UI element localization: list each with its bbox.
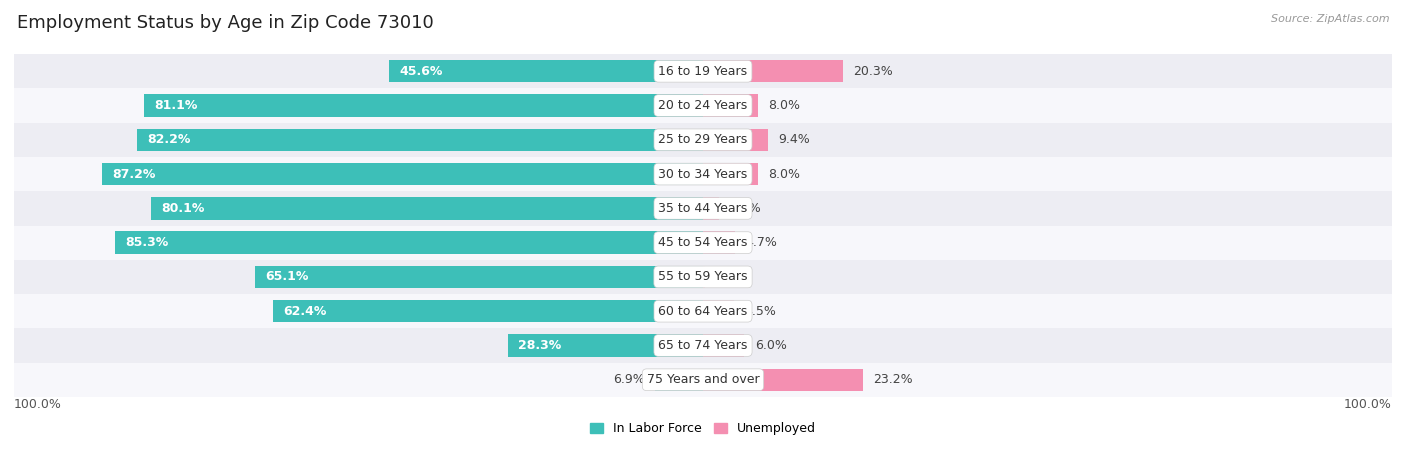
Bar <box>703 129 768 151</box>
Text: Employment Status by Age in Zip Code 73010: Employment Status by Age in Zip Code 730… <box>17 14 433 32</box>
Text: Source: ZipAtlas.com: Source: ZipAtlas.com <box>1271 14 1389 23</box>
Bar <box>703 334 744 357</box>
Bar <box>273 300 703 322</box>
Bar <box>703 231 735 254</box>
Text: 4.7%: 4.7% <box>745 236 778 249</box>
Text: 28.3%: 28.3% <box>519 339 561 352</box>
Bar <box>14 363 1392 397</box>
Bar <box>703 94 758 117</box>
Bar <box>136 129 703 151</box>
Bar <box>14 157 1392 191</box>
Bar <box>14 260 1392 294</box>
Bar <box>14 88 1392 123</box>
Bar <box>14 328 1392 363</box>
Bar <box>508 334 703 357</box>
Text: 62.4%: 62.4% <box>284 305 326 318</box>
Text: 81.1%: 81.1% <box>155 99 198 112</box>
Bar <box>14 54 1392 88</box>
Text: 16 to 19 Years: 16 to 19 Years <box>658 65 748 78</box>
Text: 100.0%: 100.0% <box>14 398 62 411</box>
Text: 65 to 74 Years: 65 to 74 Years <box>658 339 748 352</box>
Text: 75 Years and over: 75 Years and over <box>647 373 759 386</box>
Legend: In Labor Force, Unemployed: In Labor Force, Unemployed <box>591 422 815 435</box>
Bar <box>14 191 1392 226</box>
Text: 65.1%: 65.1% <box>264 271 308 283</box>
Bar <box>389 60 703 83</box>
Text: 82.2%: 82.2% <box>148 133 190 146</box>
Text: 0.3%: 0.3% <box>716 271 747 283</box>
Text: 6.0%: 6.0% <box>755 339 786 352</box>
Text: 55 to 59 Years: 55 to 59 Years <box>658 271 748 283</box>
Text: 45 to 54 Years: 45 to 54 Years <box>658 236 748 249</box>
Bar <box>703 163 758 185</box>
Text: 9.4%: 9.4% <box>778 133 810 146</box>
Bar <box>655 368 703 391</box>
Text: 60 to 64 Years: 60 to 64 Years <box>658 305 748 318</box>
Text: 6.9%: 6.9% <box>613 373 645 386</box>
Bar <box>703 266 704 288</box>
Text: 35 to 44 Years: 35 to 44 Years <box>658 202 748 215</box>
Text: 23.2%: 23.2% <box>873 373 912 386</box>
Bar <box>152 197 703 220</box>
Bar <box>14 294 1392 328</box>
Text: 80.1%: 80.1% <box>162 202 205 215</box>
Bar <box>103 163 703 185</box>
Text: 8.0%: 8.0% <box>769 168 800 180</box>
Bar <box>115 231 703 254</box>
Text: 4.5%: 4.5% <box>744 305 776 318</box>
Bar <box>14 226 1392 260</box>
Text: 100.0%: 100.0% <box>1344 398 1392 411</box>
Bar <box>703 60 842 83</box>
Text: 30 to 34 Years: 30 to 34 Years <box>658 168 748 180</box>
Text: 20 to 24 Years: 20 to 24 Years <box>658 99 748 112</box>
Text: 20.3%: 20.3% <box>853 65 893 78</box>
Bar <box>703 197 718 220</box>
Text: 87.2%: 87.2% <box>112 168 156 180</box>
Text: 8.0%: 8.0% <box>769 99 800 112</box>
Bar <box>145 94 703 117</box>
Text: 85.3%: 85.3% <box>125 236 169 249</box>
Bar <box>14 123 1392 157</box>
Bar <box>254 266 703 288</box>
Bar <box>703 368 863 391</box>
Text: 45.6%: 45.6% <box>399 65 443 78</box>
Text: 2.3%: 2.3% <box>730 202 761 215</box>
Bar <box>703 300 734 322</box>
Text: 25 to 29 Years: 25 to 29 Years <box>658 133 748 146</box>
